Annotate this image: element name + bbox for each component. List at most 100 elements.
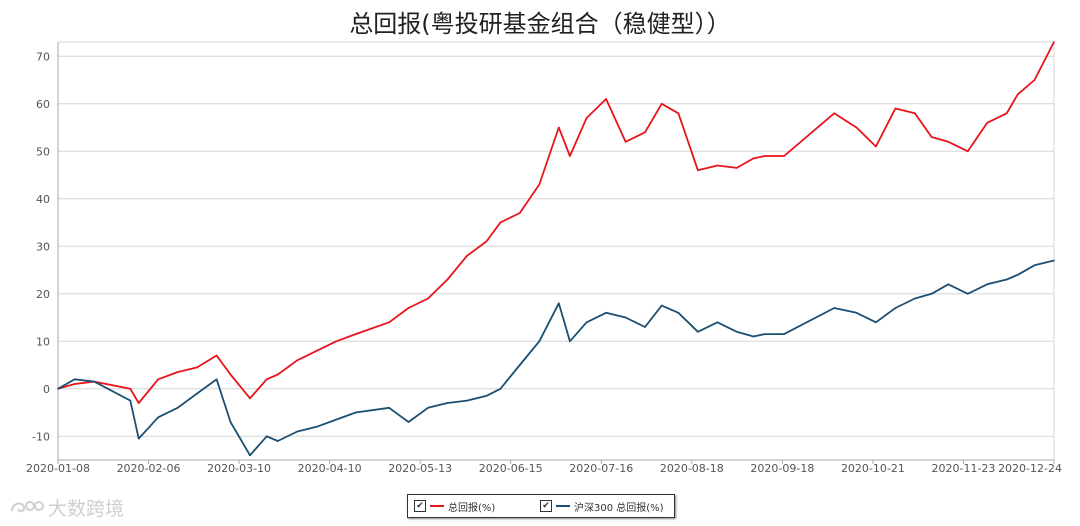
data-point <box>407 307 410 309</box>
data-point <box>176 407 179 409</box>
data-point <box>129 388 132 390</box>
series-line-0 <box>57 41 1055 404</box>
legend-item-total-return[interactable]: ✔ 总回报(%) <box>414 499 496 514</box>
data-point <box>129 399 132 402</box>
data-point <box>466 255 468 257</box>
data-point <box>875 145 877 148</box>
data-point <box>296 430 299 433</box>
data-point <box>215 378 218 381</box>
data-point <box>833 112 835 115</box>
legend-swatch-blue <box>556 505 570 507</box>
data-point <box>752 335 755 338</box>
legend-item-csi300[interactable]: ✔ 沪深300 总回报(%) <box>540 499 664 514</box>
data-point <box>947 283 950 286</box>
legend: ✔ 总回报(%) ✔ 沪深300 总回报(%) <box>407 494 675 518</box>
data-point <box>446 402 449 404</box>
data-point <box>986 122 988 124</box>
data-point <box>229 421 232 423</box>
x-tick-label: 2020-07-16 <box>569 462 633 475</box>
data-point <box>296 359 299 362</box>
y-tick-label: 30 <box>36 240 50 253</box>
data-point <box>354 333 357 335</box>
data-point <box>833 307 835 309</box>
data-point <box>499 221 502 224</box>
data-point <box>736 167 738 169</box>
data-point <box>57 388 59 390</box>
data-point <box>215 354 218 357</box>
data-point <box>986 283 988 286</box>
data-point <box>569 155 571 157</box>
data-point <box>137 437 140 440</box>
data-point <box>930 293 933 295</box>
data-point <box>752 157 755 160</box>
data-point <box>538 340 541 343</box>
data-point <box>697 169 699 172</box>
data-point <box>558 126 560 129</box>
data-point <box>157 378 159 381</box>
x-tick-label: 2020-08-18 <box>660 462 724 475</box>
data-point <box>1017 274 1019 276</box>
checkbox-icon[interactable]: ✔ <box>414 500 426 512</box>
data-point <box>265 435 268 438</box>
data-point <box>585 321 588 324</box>
data-point <box>446 278 449 281</box>
data-point <box>229 373 232 376</box>
data-point <box>855 312 858 314</box>
data-point <box>624 141 627 143</box>
data-point <box>716 164 719 167</box>
checkbox-icon[interactable]: ✔ <box>540 500 552 512</box>
watermark: 大数跨境 <box>8 494 124 521</box>
x-tick-label: 2020-01-08 <box>26 462 90 475</box>
data-point <box>485 240 488 243</box>
data-point <box>519 212 521 214</box>
y-tick-label: -10 <box>32 430 50 443</box>
data-point <box>763 155 766 157</box>
data-point <box>783 155 785 157</box>
data-point <box>605 312 607 314</box>
data-point <box>660 103 663 105</box>
x-tick-label: 2020-05-13 <box>388 462 452 475</box>
data-point <box>644 131 646 134</box>
data-point <box>485 395 488 397</box>
y-tick-label: 40 <box>36 193 50 206</box>
data-point <box>644 326 646 328</box>
series-lines <box>57 41 1055 457</box>
y-tick-label: 0 <box>43 383 50 396</box>
x-tick-label: 2020-12-24 <box>998 462 1062 475</box>
data-point <box>249 454 251 457</box>
data-point <box>73 378 76 381</box>
data-point <box>335 418 338 421</box>
x-tick-label: 2020-11-23 <box>931 462 995 475</box>
data-point <box>677 112 680 115</box>
data-point <box>660 304 663 307</box>
data-point <box>894 107 897 110</box>
data-point <box>196 392 198 395</box>
y-tick-label: 70 <box>36 50 50 63</box>
data-point <box>783 333 785 335</box>
data-point <box>265 378 268 381</box>
data-point <box>967 293 969 295</box>
data-point <box>93 380 95 383</box>
data-point <box>157 416 159 419</box>
data-point <box>315 350 318 352</box>
grid-lines <box>58 55 1054 437</box>
x-tick-label: 2020-06-15 <box>479 462 543 475</box>
data-point <box>558 302 560 305</box>
data-point <box>196 366 198 369</box>
data-point <box>697 331 699 333</box>
data-point <box>855 126 858 129</box>
data-point <box>519 364 521 366</box>
data-point <box>538 183 541 186</box>
swirl-logo-icon <box>11 500 44 512</box>
data-point <box>427 407 429 409</box>
data-point <box>947 141 950 143</box>
data-point <box>249 397 251 400</box>
data-point <box>930 136 933 138</box>
y-tick-labels: -10 0 10 20 30 40 50 60 70 <box>32 50 50 443</box>
data-point <box>277 440 279 442</box>
data-point <box>176 371 179 373</box>
x-tick-label: 2020-02-06 <box>117 462 181 475</box>
data-point <box>1033 264 1036 267</box>
x-tick-label: 2020-03-10 <box>207 462 271 475</box>
legend-label: 总回报(%) <box>448 502 496 514</box>
